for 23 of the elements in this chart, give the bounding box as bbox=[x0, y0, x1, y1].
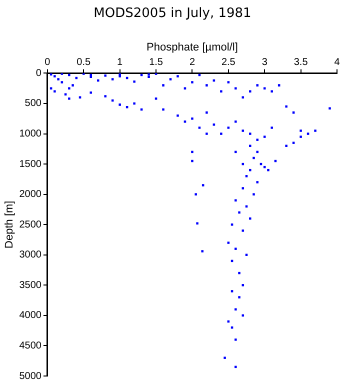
x-tick-label: 2 bbox=[189, 56, 196, 68]
y-tick-label: 2000 bbox=[19, 189, 42, 200]
x-tick-label: 4 bbox=[334, 56, 340, 68]
chart-title: MODS2005 in July, 1981 bbox=[92, 6, 252, 21]
y-tick-label: 1500 bbox=[19, 158, 42, 170]
y-tick-label: 5000 bbox=[19, 370, 42, 382]
x-axis-title: Phosphate [µmol/l] bbox=[146, 42, 238, 54]
x-tick-label: 3.5 bbox=[294, 56, 308, 68]
y-tick-label: 500 bbox=[24, 98, 42, 110]
y-tick-label: 1000 bbox=[19, 128, 42, 140]
y-tick-label: 0 bbox=[36, 68, 42, 79]
y-tick-label: 3000 bbox=[19, 250, 42, 261]
x-tick-label: 1 bbox=[117, 56, 124, 68]
x-tick-label: 3 bbox=[262, 56, 268, 68]
y-tick-label: 2500 bbox=[19, 219, 42, 230]
y-axis-title: Depth [m] bbox=[4, 200, 16, 248]
x-tick-label: 2.5 bbox=[221, 56, 236, 68]
x-tick-label: 1.5 bbox=[149, 56, 164, 68]
x-tick-label: 0.5 bbox=[76, 56, 92, 68]
y-tick-label: 3500 bbox=[19, 280, 42, 291]
x-tick-label: 0 bbox=[44, 56, 51, 68]
y-tick-label: 4500 bbox=[19, 340, 42, 352]
y-tick-label: 4000 bbox=[19, 310, 42, 322]
